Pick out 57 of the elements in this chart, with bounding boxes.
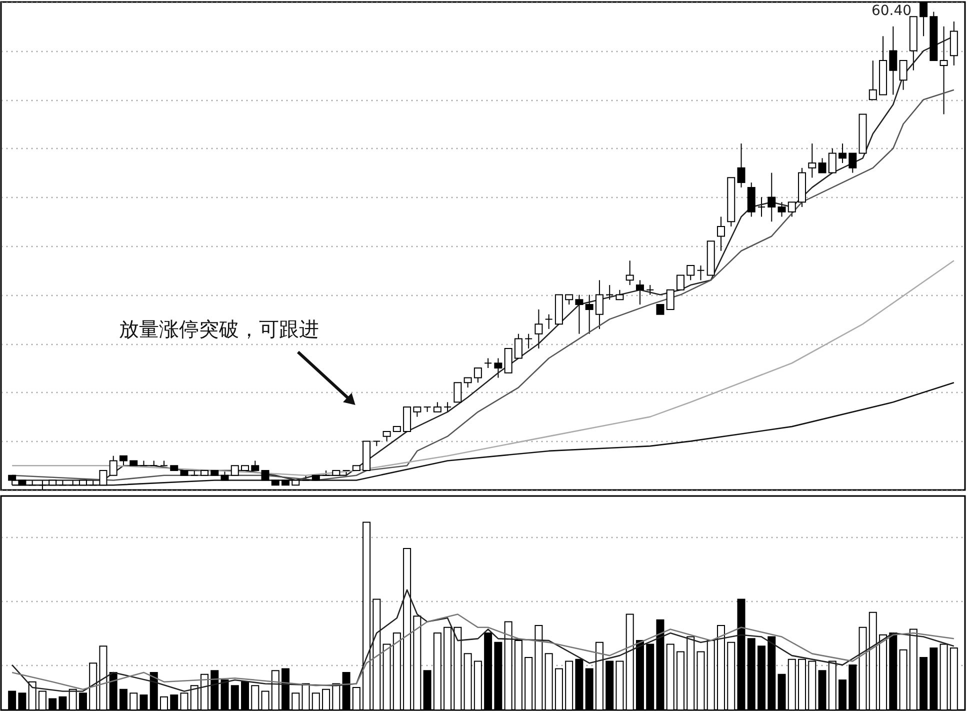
candlestick <box>534 308 543 349</box>
candlestick <box>524 333 533 349</box>
candlestick <box>646 284 654 296</box>
candlestick <box>818 158 826 174</box>
candlestick <box>768 172 776 222</box>
candlestick <box>544 314 553 330</box>
candlestick <box>716 216 725 252</box>
candlestick <box>140 460 148 466</box>
candlestick <box>595 280 604 330</box>
candlestick <box>686 265 695 281</box>
candlestick <box>220 470 229 481</box>
candlestick <box>616 289 624 300</box>
candlestick <box>808 143 816 178</box>
candlestick <box>656 304 664 315</box>
candlestick <box>868 60 877 100</box>
candlestick <box>606 284 614 300</box>
candlestick <box>758 196 766 218</box>
candlestick <box>626 260 634 286</box>
candlestick <box>261 470 270 481</box>
candlestick <box>251 460 260 471</box>
candlestick <box>696 265 705 281</box>
candlestick <box>848 152 857 174</box>
candlestick <box>828 148 836 174</box>
candlestick <box>160 460 168 466</box>
annotation: 60.40 <box>871 3 912 19</box>
candlestick <box>484 358 492 368</box>
candlestick <box>899 60 908 90</box>
candlestick <box>444 402 452 412</box>
candlestick <box>666 289 674 310</box>
candlestick <box>230 465 239 476</box>
candlestick <box>150 460 158 466</box>
candlestick <box>8 474 16 486</box>
candlestick <box>109 455 118 476</box>
candlestick <box>464 377 472 388</box>
candlestick <box>382 430 391 442</box>
candlestick <box>737 143 746 188</box>
candlestick <box>454 382 462 403</box>
candlestick <box>494 358 502 378</box>
candlestick <box>676 274 684 290</box>
candlestick <box>119 455 128 466</box>
candlestick <box>99 470 108 486</box>
candlestick <box>423 406 432 412</box>
candlestick <box>575 294 584 334</box>
candlestick <box>788 202 796 218</box>
candlestick <box>585 294 594 334</box>
candlestick <box>474 368 482 384</box>
candlestick <box>433 402 442 412</box>
candlestick <box>838 143 847 164</box>
candlestick <box>636 280 644 306</box>
candlestick <box>565 294 574 306</box>
candlestick <box>940 26 948 115</box>
annotation: 放量涨停突破，可跟进 <box>119 317 319 341</box>
candlestick <box>372 440 381 447</box>
candlestick <box>778 202 786 218</box>
candlestick <box>889 26 898 96</box>
candlestick <box>413 406 422 418</box>
candlestick <box>514 333 522 359</box>
